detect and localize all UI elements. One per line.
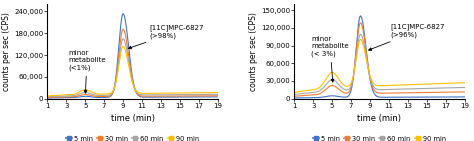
Legend: 5 min, 30 min, 60 min, 90 min: 5 min, 30 min, 60 min, 90 min [64,133,201,141]
Text: minor
metabolite
(< 3%): minor metabolite (< 3%) [311,37,349,82]
X-axis label: time (min): time (min) [357,114,401,123]
X-axis label: time (min): time (min) [110,114,155,123]
Text: [11C]MPC-6827
(>96%): [11C]MPC-6827 (>96%) [369,24,445,50]
Legend: 5 min, 30 min, 60 min, 90 min: 5 min, 30 min, 60 min, 90 min [310,133,448,141]
Y-axis label: counts per sec (CPS): counts per sec (CPS) [249,12,258,91]
Text: [11C]MPC-6827
(>98%): [11C]MPC-6827 (>98%) [128,24,204,49]
Y-axis label: counts per sec (CPS): counts per sec (CPS) [2,12,11,91]
Text: minor
metabolite
(<1%): minor metabolite (<1%) [68,50,106,93]
